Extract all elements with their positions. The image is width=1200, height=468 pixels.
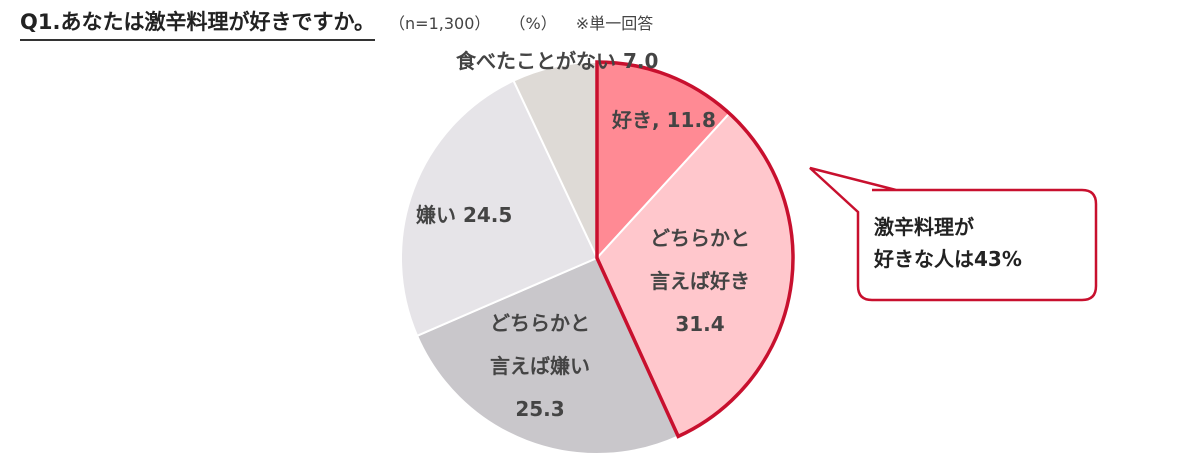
slice-label-0-line-0: 好き, 11.8 bbox=[611, 108, 716, 132]
callout: 激辛料理が 好きな人は43% bbox=[809, 166, 1098, 302]
callout-bubble bbox=[809, 166, 1098, 302]
liked-highlight-outline bbox=[595, 60, 795, 439]
slice-label-1-line-1: 言えば好き bbox=[650, 269, 750, 293]
callout-line-1: 激辛料理が bbox=[874, 215, 974, 239]
unit-label: （%） bbox=[509, 14, 557, 33]
slice-label-2-line-0: どちらかと bbox=[490, 311, 590, 335]
chart-title: Q1.あなたは激辛料理が好きですか。 bbox=[20, 6, 376, 41]
pie-slice-3 bbox=[400, 79, 599, 338]
sample-size: （n=1,300） bbox=[389, 14, 491, 33]
slice-label-3-line-0: 嫌い 24.5 bbox=[416, 203, 512, 227]
callout-line-2: 好きな人は43% bbox=[873, 247, 1022, 271]
slice-label-1-line-0: どちらかと bbox=[650, 226, 750, 250]
pie-slice-2 bbox=[415, 256, 680, 455]
answer-note: ※単一回答 bbox=[575, 14, 654, 33]
chart-meta: （n=1,300） （%） ※単一回答 bbox=[389, 10, 667, 34]
slice-label-2-line-2: 25.3 bbox=[515, 397, 564, 421]
slice-label-4-line-0: 食べたことがない 7.0 bbox=[456, 49, 658, 73]
chart-header: Q1.あなたは激辛料理が好きですか。 （n=1,300） （%） ※単一回答 bbox=[20, 6, 667, 41]
slice-label-2-line-1: 言えば嫌い bbox=[490, 354, 590, 378]
slice-label-1-line-2: 31.4 bbox=[675, 312, 724, 336]
